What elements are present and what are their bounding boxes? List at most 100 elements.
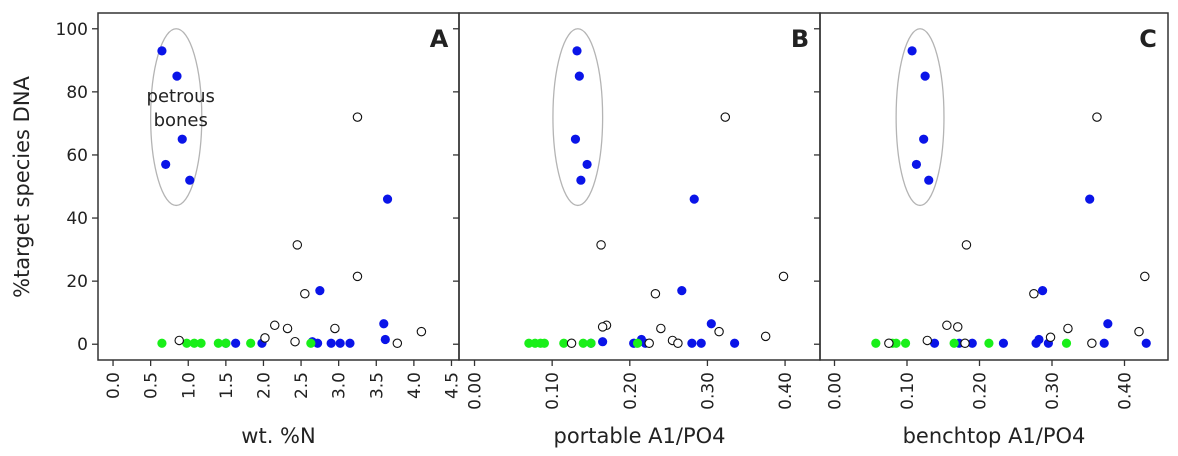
point-b-blue-7 (706, 319, 716, 329)
point-a-blue-16 (345, 338, 355, 348)
point-c-open-12 (1087, 338, 1097, 349)
y-tick-label-0: 0 (77, 335, 88, 355)
point-c-green-4 (949, 338, 959, 348)
point-c-blue-11 (967, 338, 977, 348)
x-tick-label-c-0: 0.00 (826, 372, 846, 410)
y-tick-label-1: 20 (66, 272, 88, 292)
point-b-open-8 (760, 331, 771, 342)
point-a-blue-5 (382, 194, 393, 204)
point-b-open-12 (673, 338, 683, 349)
point-c-open-7 (1134, 326, 1144, 337)
point-b-open-5 (597, 322, 608, 332)
x-axis-title-b: portable A1/PO4 (553, 424, 725, 448)
point-a-blue-13 (313, 338, 323, 348)
annotation-a-line-0: petrous (147, 86, 215, 107)
point-b-open-11 (644, 338, 654, 349)
point-b-blue-3 (582, 159, 592, 170)
point-a-green-6 (246, 338, 256, 348)
point-a-blue-14 (326, 338, 336, 348)
point-b-open-1 (596, 240, 606, 250)
point-c-blue-15 (1099, 338, 1109, 348)
point-a-open-9 (174, 335, 184, 346)
panel-frame-a (97, 12, 460, 361)
point-b-open-7 (714, 326, 724, 337)
point-c-open-4 (942, 320, 952, 331)
x-tick-label-a-0: 0.0 (104, 372, 124, 399)
point-c-blue-2 (919, 134, 929, 144)
point-c-green-6 (1061, 338, 1072, 348)
point-a-blue-0 (157, 46, 167, 56)
y-tick-label-3: 60 (66, 146, 88, 166)
point-a-blue-15 (335, 338, 345, 348)
point-b-blue-15 (730, 338, 740, 348)
x-tick-label-b-2: 0.20 (621, 372, 641, 410)
point-b-blue-4 (576, 175, 586, 185)
point-a-open-10 (290, 336, 300, 347)
point-a-green-1 (182, 338, 192, 348)
y-tick-label-4: 80 (66, 83, 88, 103)
annotation-a-line-1: bones (154, 110, 208, 131)
point-a-blue-7 (379, 319, 389, 329)
point-a-open-2 (352, 271, 363, 282)
point-a-open-0 (352, 112, 363, 122)
point-a-open-3 (300, 289, 310, 299)
x-tick-label-b-1: 0.10 (543, 372, 563, 410)
point-a-open-6 (330, 323, 340, 334)
point-a-blue-8 (380, 334, 390, 345)
x-tick-label-c-4: 0.40 (1116, 372, 1136, 410)
point-b-blue-2 (570, 134, 581, 144)
point-b-open-6 (656, 323, 666, 334)
point-a-open-7 (416, 326, 427, 337)
point-b-green-4 (559, 338, 569, 348)
point-c-open-11 (960, 338, 970, 349)
y-tick-label-2: 40 (66, 209, 88, 229)
x-tick-label-a-1: 0.5 (142, 372, 162, 399)
point-c-blue-7 (1103, 319, 1113, 329)
point-c-green-2 (891, 338, 901, 348)
point-c-green-0 (871, 338, 881, 348)
point-b-blue-1 (574, 71, 584, 81)
point-b-blue-5 (689, 194, 699, 204)
x-tick-label-a-7: 3.5 (367, 372, 387, 399)
x-tick-label-a-4: 2.0 (254, 372, 274, 399)
point-c-blue-12 (998, 338, 1009, 348)
point-c-blue-0 (907, 46, 917, 56)
point-a-blue-6 (315, 286, 325, 296)
y-tick-label-5: 100 (56, 20, 88, 40)
point-c-green-3 (900, 338, 911, 348)
point-c-open-8 (1045, 332, 1056, 343)
point-c-green-5 (984, 338, 994, 348)
panel-letter-b: B (791, 25, 809, 53)
point-a-open-5 (282, 323, 293, 334)
point-b-open-0 (720, 112, 731, 122)
point-a-green-4 (213, 338, 223, 348)
point-c-open-10 (884, 338, 894, 349)
point-c-blue-5 (1085, 194, 1095, 204)
point-b-green-3 (539, 338, 549, 348)
panel-letter-c: C (1139, 25, 1157, 53)
point-a-open-4 (269, 320, 280, 331)
point-b-green-6 (586, 338, 596, 348)
petrous-ellipse-c (895, 28, 945, 207)
point-c-blue-13 (1031, 338, 1041, 348)
point-a-blue-1 (172, 71, 182, 81)
point-c-blue-16 (1141, 338, 1151, 348)
point-a-blue-2 (177, 134, 187, 144)
point-c-open-9 (922, 335, 933, 346)
point-a-blue-3 (161, 159, 171, 170)
point-c-blue-1 (920, 71, 930, 81)
x-tick-label-c-3: 0.30 (1043, 372, 1063, 410)
point-c-open-5 (952, 322, 963, 332)
x-tick-label-a-5: 2.5 (292, 372, 312, 399)
point-a-green-2 (189, 338, 199, 348)
point-a-blue-4 (185, 175, 195, 185)
x-tick-label-a-3: 1.5 (217, 372, 237, 399)
x-tick-label-b-0: 0.00 (466, 372, 486, 410)
panel-letter-a: A (430, 25, 449, 53)
point-b-blue-6 (677, 286, 687, 296)
point-b-open-2 (778, 271, 789, 282)
x-tick-label-a-8: 4.0 (405, 372, 425, 399)
point-b-green-7 (632, 338, 643, 348)
